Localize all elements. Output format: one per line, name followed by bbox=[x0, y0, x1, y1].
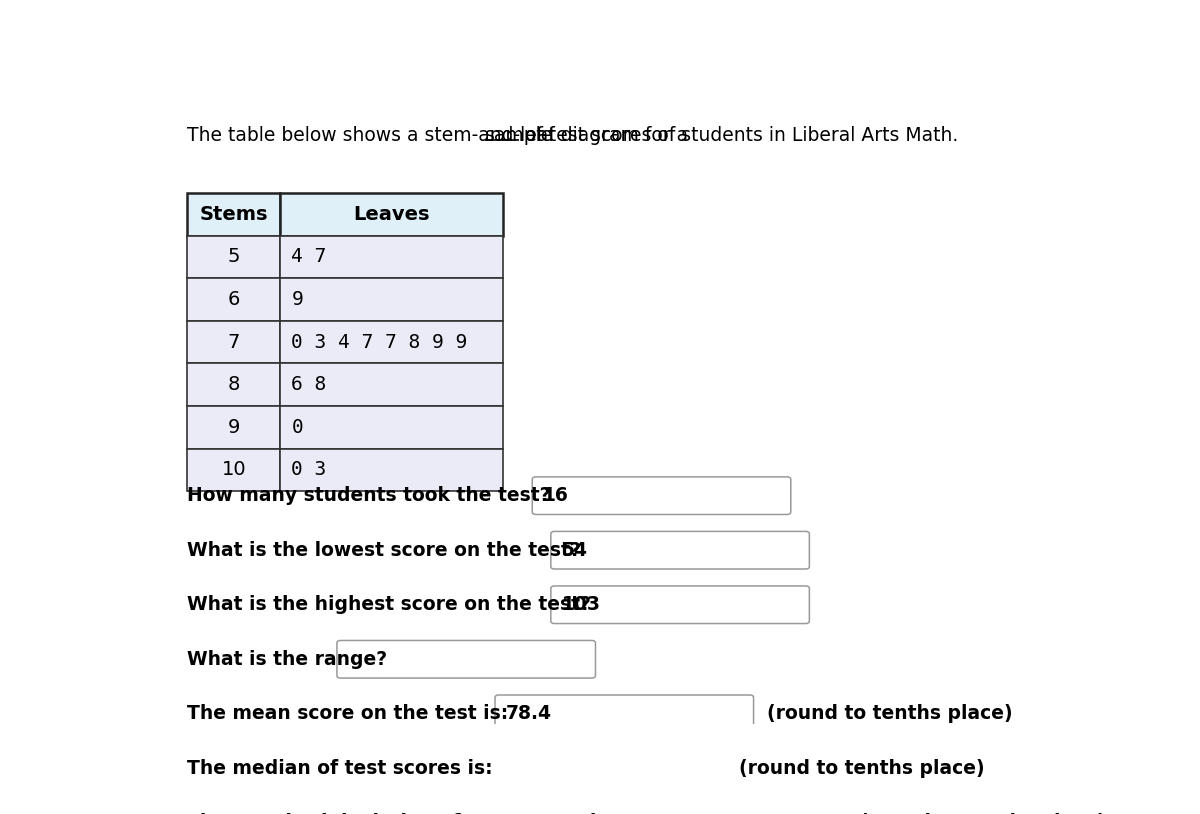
Text: 0: 0 bbox=[292, 418, 304, 437]
FancyBboxPatch shape bbox=[281, 406, 504, 449]
Text: What is the lowest score on the test?: What is the lowest score on the test? bbox=[187, 540, 581, 560]
Text: Stems: Stems bbox=[199, 205, 268, 224]
FancyBboxPatch shape bbox=[588, 804, 846, 814]
Text: 5: 5 bbox=[228, 247, 240, 266]
Text: 4 7: 4 7 bbox=[292, 247, 326, 266]
FancyBboxPatch shape bbox=[551, 586, 809, 624]
Text: 103: 103 bbox=[562, 595, 601, 615]
Text: 9: 9 bbox=[292, 290, 304, 309]
Text: 8: 8 bbox=[228, 375, 240, 394]
FancyBboxPatch shape bbox=[187, 363, 281, 406]
FancyBboxPatch shape bbox=[187, 449, 281, 492]
Text: 6 8: 6 8 bbox=[292, 375, 326, 394]
Text: 7: 7 bbox=[228, 333, 240, 352]
FancyBboxPatch shape bbox=[187, 406, 281, 449]
Text: (round to tenths place): (round to tenths place) bbox=[739, 759, 984, 778]
Text: 78.4: 78.4 bbox=[506, 704, 552, 724]
FancyBboxPatch shape bbox=[496, 695, 754, 733]
FancyBboxPatch shape bbox=[281, 193, 504, 235]
FancyBboxPatch shape bbox=[337, 641, 595, 678]
Text: sample: sample bbox=[485, 126, 553, 145]
FancyBboxPatch shape bbox=[281, 278, 504, 321]
Text: How many students took the test?: How many students took the test? bbox=[187, 486, 551, 505]
FancyBboxPatch shape bbox=[281, 235, 504, 278]
FancyBboxPatch shape bbox=[281, 363, 504, 406]
Text: The median of test scores is:: The median of test scores is: bbox=[187, 759, 493, 778]
Text: 0 3: 0 3 bbox=[292, 461, 326, 479]
Text: What is the range?: What is the range? bbox=[187, 650, 388, 669]
Text: 10: 10 bbox=[221, 461, 246, 479]
Text: The table below shows a stem-and-leaf diagram for a: The table below shows a stem-and-leaf di… bbox=[187, 126, 695, 145]
FancyBboxPatch shape bbox=[533, 477, 791, 514]
Text: of test scores of students in Liberal Arts Math.: of test scores of students in Liberal Ar… bbox=[518, 126, 958, 145]
Text: 16: 16 bbox=[544, 486, 569, 505]
FancyBboxPatch shape bbox=[187, 235, 281, 278]
FancyBboxPatch shape bbox=[281, 449, 504, 492]
FancyBboxPatch shape bbox=[467, 750, 726, 787]
FancyBboxPatch shape bbox=[551, 532, 809, 569]
FancyBboxPatch shape bbox=[187, 193, 281, 235]
Text: 6: 6 bbox=[228, 290, 240, 309]
Text: (round to tenths place): (round to tenths place) bbox=[767, 704, 1013, 724]
Text: What is the highest score on the test?: What is the highest score on the test? bbox=[187, 595, 592, 615]
Text: 54: 54 bbox=[562, 540, 588, 560]
Text: 9: 9 bbox=[228, 418, 240, 437]
FancyBboxPatch shape bbox=[281, 321, 504, 363]
Text: The mean score on the test is:: The mean score on the test is: bbox=[187, 704, 509, 724]
FancyBboxPatch shape bbox=[187, 278, 281, 321]
FancyBboxPatch shape bbox=[187, 321, 281, 363]
Text: Leaves: Leaves bbox=[354, 205, 430, 224]
Text: 0 3 4 7 7 8 9 9: 0 3 4 7 7 8 9 9 bbox=[292, 333, 468, 352]
